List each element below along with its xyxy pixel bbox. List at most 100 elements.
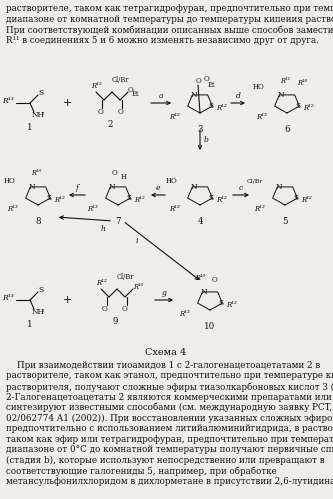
Text: Et: Et bbox=[208, 81, 216, 89]
Text: R¹³: R¹³ bbox=[87, 205, 97, 213]
Text: 4: 4 bbox=[197, 217, 203, 226]
Text: R¹²: R¹² bbox=[216, 196, 227, 204]
Text: растворителе, таком как этанол, предпочтительно при температуре кипения: растворителе, таком как этанол, предпочт… bbox=[6, 371, 333, 381]
Text: R¹⁰: R¹⁰ bbox=[297, 79, 307, 87]
Text: S: S bbox=[209, 194, 214, 202]
Text: R¹²: R¹² bbox=[96, 279, 106, 287]
Text: При взаимодействии тиоамидов 1 с 2-галогенацетоацетатами 2 в: При взаимодействии тиоамидов 1 с 2-галог… bbox=[6, 361, 320, 370]
Text: 5: 5 bbox=[282, 217, 288, 226]
Text: S: S bbox=[219, 299, 224, 307]
Text: 7: 7 bbox=[115, 217, 121, 226]
Text: метансульфонилхлоридом в дихлорметане в присутствии 2,6-лутидина,: метансульфонилхлоридом в дихлорметане в … bbox=[6, 477, 333, 486]
Text: HO: HO bbox=[253, 83, 265, 91]
Text: R¹³: R¹³ bbox=[256, 113, 266, 121]
Text: O: O bbox=[97, 108, 103, 116]
Text: f: f bbox=[76, 184, 79, 192]
Text: R¹³: R¹³ bbox=[7, 205, 17, 213]
Text: Схема 4: Схема 4 bbox=[146, 348, 186, 357]
Text: S: S bbox=[38, 89, 43, 97]
Text: a: a bbox=[159, 92, 163, 100]
Text: R¹³: R¹³ bbox=[178, 310, 189, 318]
Text: S: S bbox=[294, 194, 299, 202]
Text: c: c bbox=[239, 184, 243, 192]
Text: 2: 2 bbox=[107, 120, 113, 129]
Text: соответствующие галогениды 5, например, при обработке: соответствующие галогениды 5, например, … bbox=[6, 466, 277, 476]
Text: ₂: ₂ bbox=[42, 308, 45, 313]
Text: O: O bbox=[111, 169, 117, 177]
Text: R¹³: R¹³ bbox=[254, 205, 264, 213]
Text: N: N bbox=[108, 183, 115, 191]
Text: S: S bbox=[47, 194, 52, 202]
Text: R¹⁰: R¹⁰ bbox=[195, 274, 205, 282]
Text: HO: HO bbox=[4, 177, 16, 185]
Text: S: S bbox=[209, 102, 214, 110]
Text: синтезируют известными способами (см. международную заявку PCT, WO: синтезируют известными способами (см. ме… bbox=[6, 403, 333, 413]
Text: R¹²: R¹² bbox=[216, 104, 227, 112]
Text: i: i bbox=[136, 237, 139, 245]
Text: таком как эфир или тетрагидрофуран, предпочтительно при температуре в: таком как эфир или тетрагидрофуран, пред… bbox=[6, 435, 333, 444]
Text: NH: NH bbox=[32, 111, 45, 119]
Text: R¹³: R¹³ bbox=[2, 97, 14, 105]
Text: R¹²: R¹² bbox=[226, 301, 237, 309]
Text: 02/062774 A1 (2002)). При восстановлении указанных сложных эфиров 3,: 02/062774 A1 (2002)). При восстановлении… bbox=[6, 414, 333, 423]
Text: R¹¹: R¹¹ bbox=[280, 77, 290, 85]
Text: 9: 9 bbox=[112, 317, 118, 326]
Text: растворителя, получают сложные эфиры тиазолкарбоновых кислот 3 (стадия a).: растворителя, получают сложные эфиры тиа… bbox=[6, 382, 333, 392]
Text: +: + bbox=[62, 98, 72, 108]
Text: O: O bbox=[117, 108, 123, 116]
Text: диапазоне от комнатной температуры до температуры кипения растворителя.: диапазоне от комнатной температуры до те… bbox=[6, 14, 333, 23]
Text: растворителе, таком как тетрагидрофуран, предпочтительно при температуре в: растворителе, таком как тетрагидрофуран,… bbox=[6, 4, 333, 13]
Text: 2-Галогенацетоацетаты 2 являются коммерческими препаратами или их: 2-Галогенацетоацетаты 2 являются коммерч… bbox=[6, 393, 333, 402]
Text: R¹³: R¹³ bbox=[168, 113, 179, 121]
Text: 3: 3 bbox=[197, 125, 203, 134]
Text: R¹²: R¹² bbox=[54, 196, 65, 204]
Text: 8: 8 bbox=[35, 217, 41, 226]
Text: N: N bbox=[190, 183, 196, 191]
Text: O: O bbox=[102, 305, 108, 313]
Text: Cl/Br: Cl/Br bbox=[247, 179, 263, 184]
Text: 6: 6 bbox=[284, 125, 290, 134]
Text: предпочтительно с использованием литийалюминийгидрида, в растворителе,: предпочтительно с использованием литийал… bbox=[6, 424, 333, 433]
Text: N: N bbox=[190, 91, 196, 99]
Text: R¹⁰: R¹⁰ bbox=[133, 283, 143, 291]
Text: +: + bbox=[62, 295, 72, 305]
Text: R¹³: R¹³ bbox=[2, 294, 14, 302]
Text: h: h bbox=[101, 225, 106, 233]
Text: (стадия b), которые используют непосредственно или превращают в: (стадия b), которые используют непосредс… bbox=[6, 456, 325, 465]
Text: O: O bbox=[212, 276, 218, 284]
Text: R¹²: R¹² bbox=[91, 82, 101, 90]
Text: Et: Et bbox=[132, 90, 140, 98]
Text: При соответствующей комбинации описанных выше способов заместители R¹⁰ и: При соответствующей комбинации описанных… bbox=[6, 25, 333, 34]
Text: NH: NH bbox=[32, 308, 45, 316]
Text: R¹²: R¹² bbox=[134, 196, 145, 204]
Text: N: N bbox=[275, 183, 282, 191]
Text: 1: 1 bbox=[27, 320, 33, 329]
Text: R¹²: R¹² bbox=[303, 104, 314, 112]
Text: S: S bbox=[296, 102, 301, 110]
Text: R¹¹ в соединениях 5 и 6 можно изменять независимо друг от друга.: R¹¹ в соединениях 5 и 6 можно изменять н… bbox=[6, 35, 319, 44]
Text: N: N bbox=[200, 288, 206, 296]
Text: b: b bbox=[204, 136, 209, 144]
Text: Cl/Br: Cl/Br bbox=[112, 76, 130, 84]
Text: N: N bbox=[277, 91, 284, 99]
Text: N: N bbox=[28, 183, 35, 191]
Text: ₂: ₂ bbox=[42, 111, 45, 116]
Text: диапазоне от 0°C до комнатной температуры получают первичные спирты 4: диапазоне от 0°C до комнатной температур… bbox=[6, 445, 333, 454]
Text: HO: HO bbox=[166, 177, 178, 185]
Text: O: O bbox=[122, 305, 128, 313]
Text: S: S bbox=[127, 194, 132, 202]
Text: O: O bbox=[203, 75, 209, 83]
Text: H: H bbox=[121, 173, 127, 181]
Text: O: O bbox=[195, 77, 201, 85]
Text: S: S bbox=[38, 286, 43, 294]
Text: Cl/Br: Cl/Br bbox=[117, 273, 135, 281]
Text: R¹⁰: R¹⁰ bbox=[31, 169, 41, 177]
Text: e: e bbox=[156, 184, 160, 192]
Text: R¹³: R¹³ bbox=[168, 205, 179, 213]
Text: R¹²: R¹² bbox=[301, 196, 312, 204]
Text: 1: 1 bbox=[27, 123, 33, 132]
Text: d: d bbox=[235, 92, 240, 100]
Text: O: O bbox=[128, 86, 134, 94]
Text: 10: 10 bbox=[204, 322, 216, 331]
Text: g: g bbox=[162, 289, 166, 297]
